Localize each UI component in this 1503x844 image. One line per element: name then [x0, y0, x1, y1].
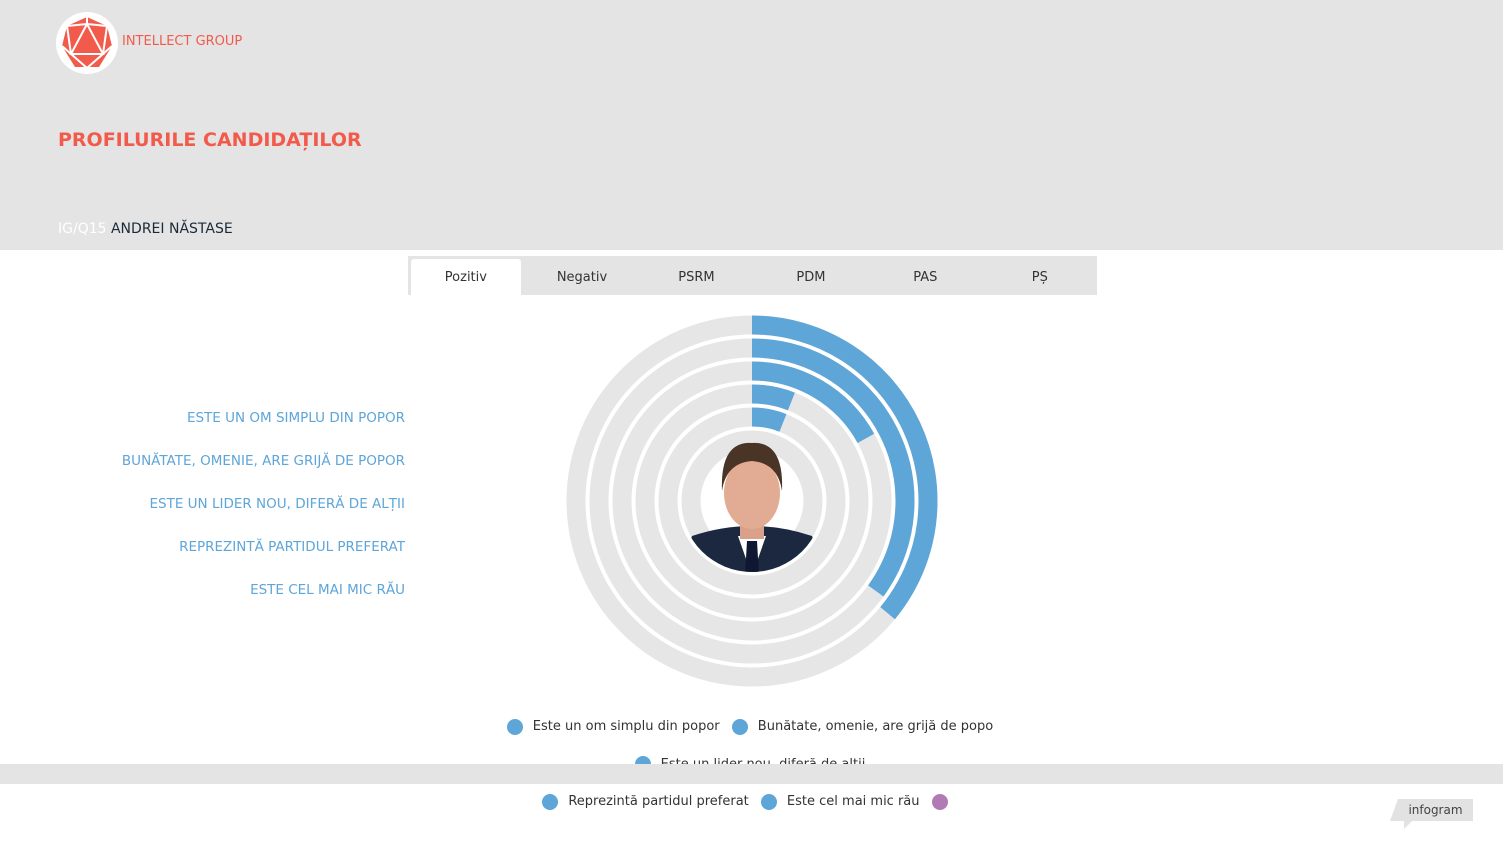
infogram-badge[interactable]: infogram [1390, 799, 1473, 829]
tab-negativ[interactable]: Negativ [556, 269, 608, 285]
legend-label: Bunătate, omenie, are grijă de popo [757, 719, 994, 734]
legend-item[interactable] [931, 793, 958, 810]
candidate-photo [681, 442, 823, 572]
legend-dot [731, 718, 748, 735]
ring-bar [751, 338, 915, 597]
tab-bar: Pozitiv Negativ PSRM PDM PAS PȘ [408, 256, 1097, 295]
tab-pas[interactable]: PAS [913, 269, 938, 285]
ring-bar [751, 361, 875, 444]
legend-item[interactable]: Este cel mai mic rău [760, 785, 920, 818]
radial-bar-chart [566, 315, 938, 687]
legend-dot [760, 793, 777, 810]
category-label: ESTE UN OM SIMPLU DIN POPOR [186, 410, 405, 426]
page-title: PROFILURILE CANDIDAȚILOR [58, 129, 362, 151]
legend-item[interactable]: Reprezintă partidul preferat [542, 785, 749, 818]
candidate-name: ANDREI NĂSTASE [110, 221, 233, 237]
legend-item[interactable]: Bunătate, omenie, are grijă de popo [731, 710, 994, 743]
category-label: REPREZINTĂ PARTIDUL PREFERAT [179, 539, 405, 555]
legend-label: Este un om simplu din popor [532, 719, 720, 734]
tab-pdm[interactable]: PDM [796, 269, 826, 285]
category-label: BUNĂTATE, OMENIE, ARE GRIJĂ DE POPOR [121, 453, 405, 469]
tab-pozitiv[interactable]: Pozitiv [411, 259, 521, 295]
legend-dot [931, 793, 948, 810]
legend-dot [506, 718, 523, 735]
ring-bar [751, 315, 938, 620]
category-label: ESTE CEL MAI MIC RĂU [250, 582, 405, 595]
legend-label: Este cel mai mic rău [786, 794, 920, 809]
legend-dot [542, 793, 559, 810]
ring-bar [751, 407, 787, 432]
category-label: ESTE UN LIDER NOU, DIFERĂ DE ALȚII [149, 496, 406, 512]
legend-label: Reprezintă partidul preferat [568, 794, 749, 809]
brand-name: INTELLECT GROUP [122, 34, 243, 49]
header: INTELLECT GROUP PROFILURILE CANDIDAȚILOR… [0, 0, 1503, 250]
legend-item[interactable]: Este un om simplu din popor [506, 710, 720, 743]
tab-psrm[interactable]: PSRM [678, 269, 715, 285]
chart-subtitle: IG/Q15 ANDREI NĂSTASE [58, 221, 233, 237]
question-code: IG/Q15 [58, 221, 107, 237]
category-labels: ESTE UN OM SIMPLU DIN POPOR BUNĂTATE, OM… [122, 408, 405, 595]
intellect-group-logo [56, 12, 118, 74]
tab-ps[interactable]: PȘ [1031, 269, 1048, 285]
ring-bar [751, 384, 795, 411]
footer-band [0, 764, 1503, 784]
